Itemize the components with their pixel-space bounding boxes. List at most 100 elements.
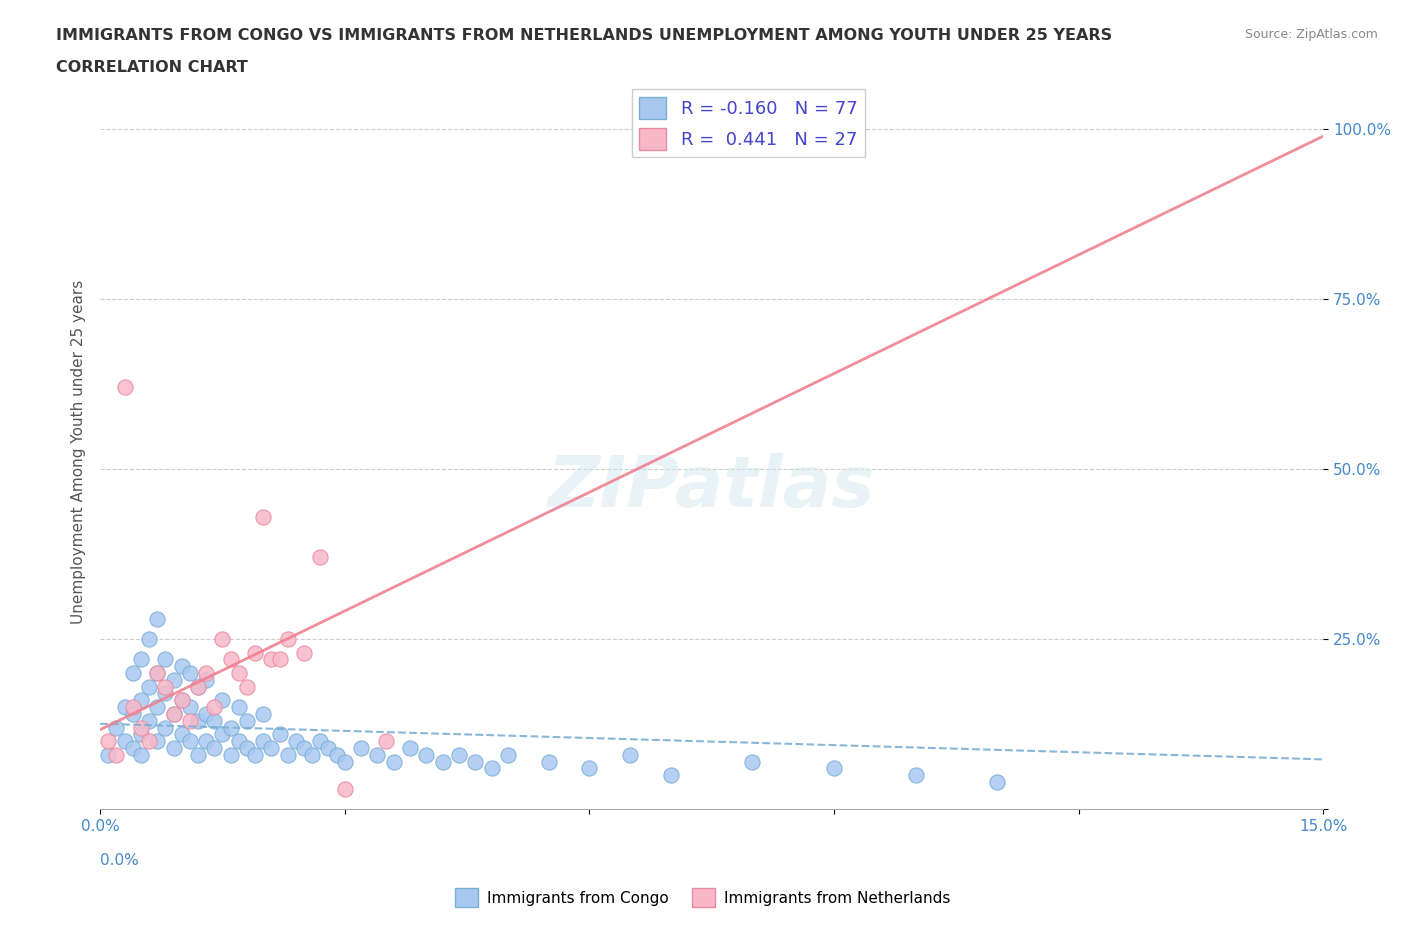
Point <box>179 666 201 681</box>
Point <box>121 707 143 722</box>
Point <box>236 713 259 728</box>
Point <box>129 748 152 763</box>
Point <box>823 761 845 776</box>
Point <box>195 707 218 722</box>
Point <box>170 693 193 708</box>
Point <box>252 707 274 722</box>
Point <box>129 720 152 735</box>
Point <box>138 734 160 749</box>
Point <box>333 781 356 796</box>
Point <box>146 699 169 714</box>
Point <box>121 666 143 681</box>
Point <box>219 652 242 667</box>
Point <box>97 734 120 749</box>
Point <box>121 740 143 755</box>
Point <box>105 720 128 735</box>
Legend: Immigrants from Congo, Immigrants from Netherlands: Immigrants from Congo, Immigrants from N… <box>450 883 956 913</box>
Point <box>269 727 291 742</box>
Point <box>211 631 233 646</box>
Point <box>228 699 250 714</box>
Point <box>447 748 470 763</box>
Point <box>228 734 250 749</box>
Point <box>619 748 641 763</box>
Text: ZIPatlas: ZIPatlas <box>548 453 876 522</box>
Point <box>170 658 193 673</box>
Point <box>114 379 136 394</box>
Point <box>187 713 209 728</box>
Point <box>537 754 560 769</box>
Point <box>187 748 209 763</box>
Point <box>301 748 323 763</box>
Point <box>211 693 233 708</box>
Y-axis label: Unemployment Among Youth under 25 years: Unemployment Among Youth under 25 years <box>72 280 86 624</box>
Point <box>195 734 218 749</box>
Point <box>179 734 201 749</box>
Point <box>252 509 274 524</box>
Point <box>236 679 259 694</box>
Point <box>195 666 218 681</box>
Point <box>129 693 152 708</box>
Point <box>179 699 201 714</box>
Point <box>219 720 242 735</box>
Point <box>146 611 169 626</box>
Point <box>162 740 184 755</box>
Point <box>114 699 136 714</box>
Point <box>350 740 373 755</box>
Point <box>105 748 128 763</box>
Point <box>162 707 184 722</box>
Point <box>659 767 682 782</box>
Point <box>284 734 307 749</box>
Point <box>129 727 152 742</box>
Point <box>146 734 169 749</box>
Point <box>138 679 160 694</box>
Point <box>138 631 160 646</box>
Point <box>325 748 347 763</box>
Point <box>318 740 340 755</box>
Point <box>277 748 299 763</box>
Point <box>243 748 266 763</box>
Point <box>260 652 283 667</box>
Point <box>162 707 184 722</box>
Point <box>187 679 209 694</box>
Point <box>219 748 242 763</box>
Point <box>155 720 177 735</box>
Point <box>399 740 422 755</box>
Point <box>292 740 315 755</box>
Point <box>578 761 600 776</box>
Point <box>415 748 437 763</box>
Point <box>904 767 927 782</box>
Point <box>170 727 193 742</box>
Point <box>162 672 184 687</box>
Point <box>236 740 259 755</box>
Point <box>269 652 291 667</box>
Point <box>741 754 763 769</box>
Point <box>211 727 233 742</box>
Point <box>129 652 152 667</box>
Point <box>228 666 250 681</box>
Point <box>121 699 143 714</box>
Point <box>481 761 503 776</box>
Point <box>155 679 177 694</box>
Point <box>187 679 209 694</box>
Legend: R = -0.160   N = 77, R =  0.441   N = 27: R = -0.160 N = 77, R = 0.441 N = 27 <box>633 89 865 157</box>
Point <box>260 740 283 755</box>
Point <box>202 740 225 755</box>
Point <box>243 645 266 660</box>
Point <box>464 754 486 769</box>
Point <box>146 666 169 681</box>
Point <box>146 666 169 681</box>
Point <box>382 754 405 769</box>
Point <box>432 754 454 769</box>
Text: CORRELATION CHART: CORRELATION CHART <box>56 60 247 75</box>
Point <box>97 748 120 763</box>
Point <box>496 748 519 763</box>
Text: IMMIGRANTS FROM CONGO VS IMMIGRANTS FROM NETHERLANDS UNEMPLOYMENT AMONG YOUTH UN: IMMIGRANTS FROM CONGO VS IMMIGRANTS FROM… <box>56 28 1112 43</box>
Point <box>374 734 396 749</box>
Point <box>292 645 315 660</box>
Point <box>195 672 218 687</box>
Point <box>309 550 332 565</box>
Text: 0.0%: 0.0% <box>100 854 139 869</box>
Point <box>309 734 332 749</box>
Point <box>202 699 225 714</box>
Point <box>202 713 225 728</box>
